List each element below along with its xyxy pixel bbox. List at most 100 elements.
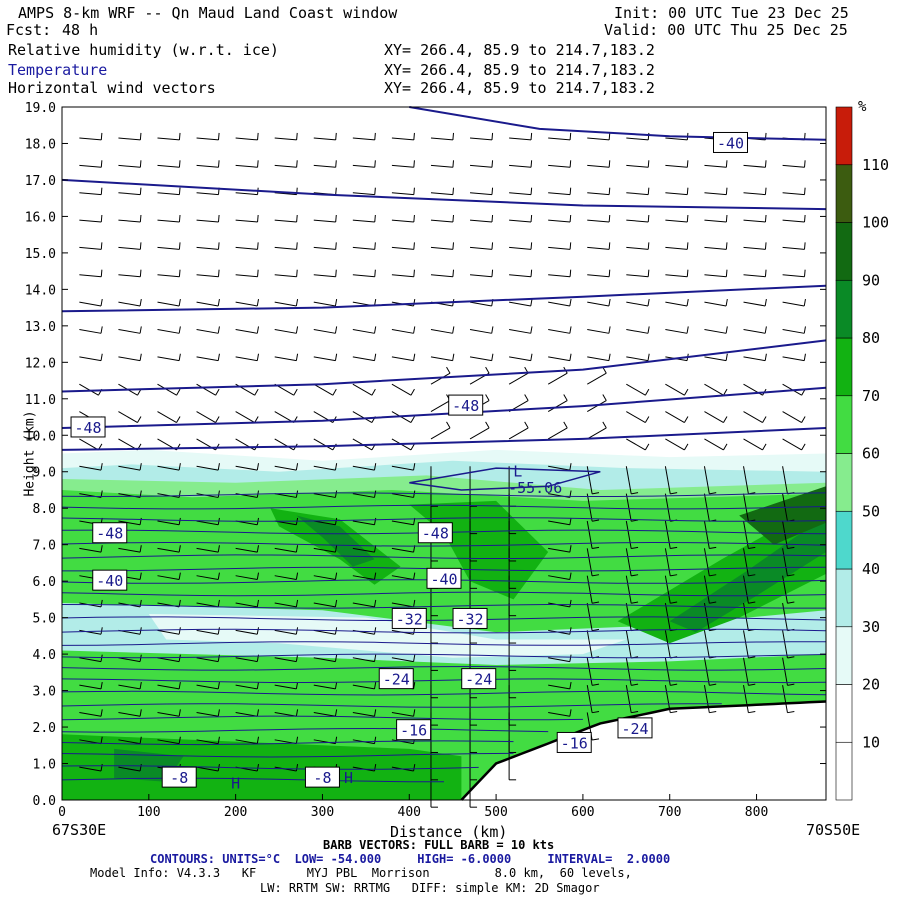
wind-barb [470, 269, 494, 278]
contour-lower [61, 727, 549, 733]
wind-barb [157, 269, 181, 278]
wind-barb [118, 214, 142, 223]
x-tick-label: 800 [745, 805, 768, 820]
wind-barb [196, 353, 220, 362]
wind-barb [313, 242, 337, 250]
wind-barb [743, 160, 767, 168]
field-temperature-xy: XY= 266.4, 85.9 to 214.7,183.2 [384, 61, 655, 79]
svg-text:-24: -24 [465, 671, 492, 689]
wind-barb [196, 411, 220, 423]
wind-barb [508, 421, 529, 440]
wind-barb [548, 463, 572, 471]
wind-barb [704, 411, 728, 423]
wind-barb [196, 214, 220, 223]
wind-barb [548, 214, 572, 223]
rh-plume-1-core [296, 515, 375, 567]
wind-barb [548, 298, 572, 307]
wind-barb [665, 187, 689, 196]
svg-text:-16: -16 [400, 722, 427, 740]
wind-barb [79, 681, 103, 690]
wind-barb [352, 599, 377, 608]
contour-label: -48 [448, 394, 484, 416]
svg-text:H: H [231, 775, 240, 793]
wind-barb [782, 575, 795, 604]
contour-top [409, 106, 827, 141]
wind-barb [235, 298, 260, 307]
wind-barb [664, 575, 678, 604]
contour-label: -24 [617, 717, 653, 739]
wind-barb [509, 132, 533, 141]
colorbar-label: 100 [862, 214, 889, 232]
colorbar-label: 110 [862, 156, 889, 174]
wind-barb [79, 545, 103, 553]
x-tick-label: 100 [137, 805, 160, 820]
wind-barb [157, 132, 181, 141]
contour-label: -24 [461, 668, 497, 690]
wind-barb [196, 736, 220, 745]
wind-barb [626, 242, 650, 250]
wind-barb [509, 326, 533, 334]
wind-barb [548, 545, 572, 553]
contour-lower [61, 715, 583, 721]
wind-barb [704, 326, 728, 334]
wind-barb [157, 709, 181, 717]
terrain [460, 700, 827, 801]
wind-barb [548, 654, 572, 663]
y-tick-label: 18.0 [25, 137, 56, 152]
wind-barb [352, 187, 376, 196]
wind-barb [235, 160, 259, 168]
colorbar-label: 30 [862, 618, 880, 636]
wind-barb [625, 466, 639, 495]
wind-barb [313, 572, 338, 580]
axes: 0.0 1.0 2.0 3.0 4.0 5.0 6.0 7.0 8.0 9.0 10.0 11.0 12… [25, 101, 827, 820]
wind-barb [157, 326, 181, 334]
wind-barb [313, 438, 337, 451]
y-tick-label: 1.0 [33, 758, 56, 773]
wind-barb [664, 685, 678, 714]
wind-barb [274, 298, 299, 307]
wind-barb [118, 353, 142, 362]
wind-barb [586, 493, 600, 522]
y-tick-label: 12.0 [25, 356, 56, 371]
wind-barb [196, 160, 220, 168]
wind-barb [118, 411, 142, 423]
wind-barb [509, 353, 533, 362]
wind-barb [430, 242, 455, 250]
contour-label: -55.06 [508, 479, 562, 497]
contour-lower [61, 603, 826, 609]
svg-text:H: H [344, 769, 353, 787]
wind-barb [430, 394, 451, 412]
wind-barb [235, 326, 260, 334]
wind-barb [782, 187, 806, 196]
wind-barb [352, 517, 377, 526]
y-tick-label: 15.0 [25, 247, 56, 262]
wind-barb [743, 187, 767, 196]
left-endpoint: 67S30E [52, 821, 107, 839]
svg-text:-8: -8 [170, 769, 188, 787]
svg-text:-48: -48 [96, 525, 123, 543]
wind-barb [235, 599, 260, 608]
wind-barb [274, 269, 298, 278]
wind-barb [79, 438, 103, 451]
wind-barb [352, 132, 376, 141]
wind-barb [79, 187, 103, 196]
wind-barb [665, 242, 689, 250]
wind-barb [548, 572, 572, 580]
wind-barb [704, 187, 728, 196]
wind-barb [548, 326, 572, 334]
wind-barb [235, 132, 259, 141]
wind-barb [196, 269, 220, 278]
wind-barb [548, 517, 572, 526]
y-tick-label: 17.0 [25, 174, 56, 189]
wind-barb [430, 353, 455, 362]
wind-barb [664, 548, 678, 577]
wind-barb [196, 545, 220, 553]
field-wind-label: Horizontal wind vectors [8, 79, 216, 97]
y-tick-label: 2.0 [33, 721, 56, 736]
wind-barb [235, 214, 259, 223]
wind-barb [313, 490, 338, 498]
colorbar-segment [835, 164, 853, 223]
rh-dry-core [148, 614, 627, 658]
wind-barb [313, 214, 337, 223]
